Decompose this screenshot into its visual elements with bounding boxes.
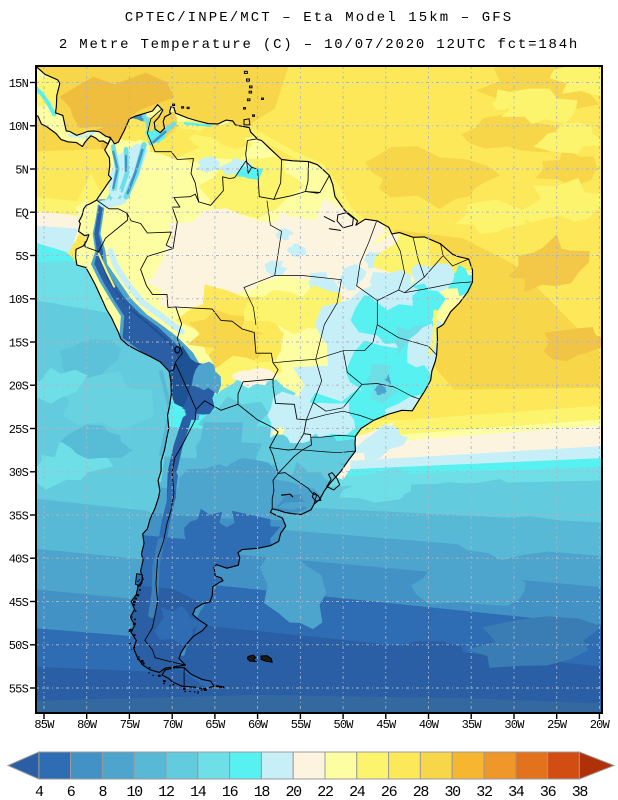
svg-text:55S: 55S: [9, 682, 29, 696]
svg-text:55W: 55W: [291, 718, 312, 732]
svg-text:2 Metre Temperature (C) – 10/0: 2 Metre Temperature (C) – 10/07/2020 12U…: [59, 37, 579, 53]
svg-text:32: 32: [476, 784, 492, 800]
svg-text:38: 38: [572, 784, 589, 800]
svg-text:20W: 20W: [590, 718, 611, 732]
svg-text:15S: 15S: [9, 336, 29, 350]
svg-text:45W: 45W: [376, 718, 397, 732]
svg-text:25W: 25W: [547, 718, 568, 732]
svg-text:5N: 5N: [15, 163, 28, 177]
svg-text:60W: 60W: [248, 718, 269, 732]
svg-text:50W: 50W: [333, 718, 354, 732]
svg-text:10N: 10N: [9, 120, 29, 134]
svg-text:CPTEC/INPE/MCT – Eta Model 15: CPTEC/INPE/MCT – Eta Model 15km – GFS: [125, 10, 514, 26]
svg-text:40S: 40S: [9, 553, 29, 567]
svg-text:22: 22: [317, 784, 333, 800]
svg-text:80W: 80W: [77, 718, 98, 732]
svg-text:26: 26: [381, 784, 398, 800]
svg-text:4: 4: [35, 784, 44, 800]
svg-text:5S: 5S: [15, 250, 28, 264]
svg-text:14: 14: [190, 784, 207, 800]
svg-text:10S: 10S: [9, 293, 29, 307]
svg-text:28: 28: [413, 784, 430, 800]
svg-text:25S: 25S: [9, 423, 29, 437]
svg-text:24: 24: [349, 784, 366, 800]
svg-text:16: 16: [222, 784, 239, 800]
svg-text:20: 20: [285, 784, 302, 800]
svg-text:15N: 15N: [9, 77, 29, 91]
svg-text:30S: 30S: [9, 466, 29, 480]
svg-text:8: 8: [99, 784, 108, 800]
svg-text:45S: 45S: [9, 596, 29, 610]
svg-text:70W: 70W: [163, 718, 184, 732]
svg-text:30W: 30W: [504, 718, 525, 732]
svg-text:34: 34: [508, 784, 525, 800]
svg-text:40W: 40W: [419, 718, 440, 732]
svg-text:20S: 20S: [9, 380, 29, 394]
svg-text:EQ: EQ: [15, 207, 28, 221]
svg-text:10: 10: [126, 784, 143, 800]
svg-text:35S: 35S: [9, 509, 29, 523]
svg-text:18: 18: [254, 784, 271, 800]
svg-text:85W: 85W: [34, 718, 55, 732]
svg-text:12: 12: [158, 784, 174, 800]
svg-text:6: 6: [67, 784, 76, 800]
svg-text:35W: 35W: [462, 718, 483, 732]
svg-text:75W: 75W: [120, 718, 141, 732]
svg-text:65W: 65W: [205, 718, 226, 732]
svg-text:36: 36: [540, 784, 557, 800]
svg-text:30: 30: [444, 784, 461, 800]
svg-text:50S: 50S: [9, 639, 29, 653]
